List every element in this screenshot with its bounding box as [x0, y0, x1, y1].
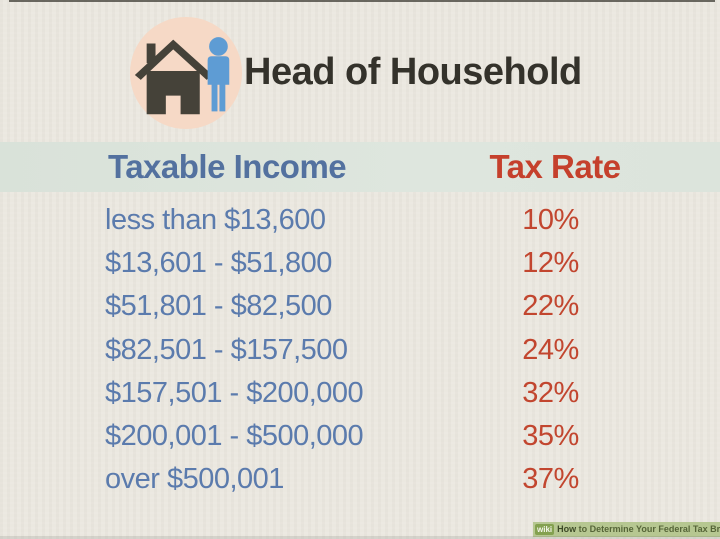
- bottom-edge-shade: [0, 536, 720, 539]
- table-row: over $500,001 37%: [0, 458, 720, 501]
- wikihow-watermark: wiki How to Determine Your Federal Tax B…: [533, 522, 720, 537]
- house-icon: [134, 39, 213, 115]
- table-row: $157,501 - $200,000 32%: [0, 372, 720, 415]
- person-icon: [207, 37, 230, 112]
- tax-rate: 35%: [522, 420, 579, 453]
- table-row: less than $13,600 10%: [0, 199, 720, 242]
- table-row: $200,001 - $500,000 35%: [0, 415, 720, 458]
- income-range: over $500,001: [105, 463, 284, 496]
- income-range: $200,001 - $500,000: [105, 420, 364, 453]
- wikihow-logo: wiki: [535, 524, 555, 535]
- income-range: $51,801 - $82,500: [105, 290, 332, 323]
- column-header-taxable-income: Taxable Income: [108, 148, 347, 185]
- tax-rate: 32%: [522, 376, 579, 409]
- column-header-tax-rate: Tax Rate: [489, 148, 621, 185]
- watermark-title-text: to Determine Your Federal Tax Bracket: [578, 524, 720, 534]
- tax-rate: 24%: [522, 333, 579, 366]
- page-title: Head of Household: [244, 51, 582, 93]
- table-header-band: Taxable Income Tax Rate: [0, 142, 720, 192]
- top-border-line: [9, 0, 715, 2]
- tax-rate: 12%: [522, 247, 579, 280]
- tax-bracket-table: less than $13,600 10% $13,601 - $51,800 …: [0, 199, 720, 501]
- income-range: $82,501 - $157,500: [105, 333, 348, 366]
- tax-rate: 10%: [522, 204, 579, 237]
- income-range: less than $13,600: [105, 204, 326, 237]
- income-range: $13,601 - $51,800: [105, 247, 332, 280]
- income-range: $157,501 - $200,000: [105, 376, 364, 409]
- watermark-title-bold: How: [557, 524, 577, 534]
- table-row: $82,501 - $157,500 24%: [0, 329, 720, 372]
- table-row: $13,601 - $51,800 12%: [0, 242, 720, 285]
- table-row: $51,801 - $82,500 22%: [0, 285, 720, 328]
- tax-rate: 37%: [522, 463, 579, 496]
- house-and-person-icon: [129, 16, 243, 130]
- tax-rate: 22%: [522, 290, 579, 323]
